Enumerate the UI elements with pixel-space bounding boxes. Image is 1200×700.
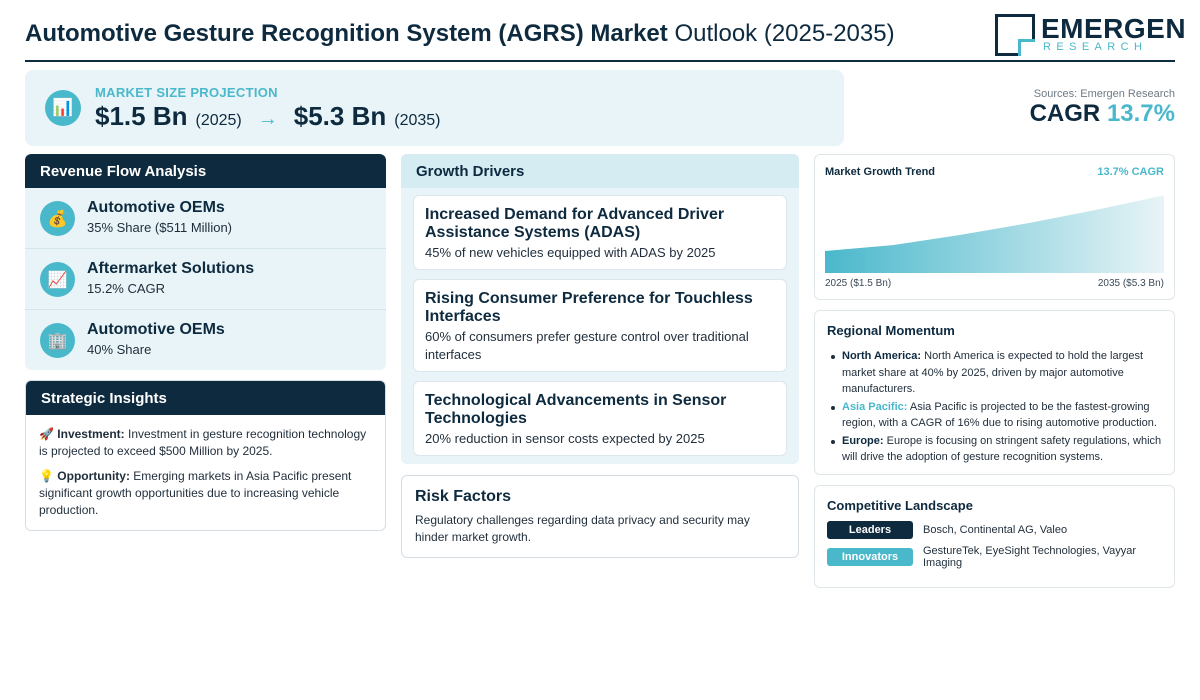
revenue-item-sub: 35% Share ($511 Million)	[87, 220, 232, 235]
risk-factors-desc: Regulatory challenges regarding data pri…	[415, 513, 750, 544]
revenue-item-title: Automotive OEMs	[87, 321, 225, 338]
rocket-icon: 🚀	[39, 427, 54, 441]
emergen-logo: EMERGEN RESEARCH	[995, 13, 1186, 56]
growth-driver-card: Increased Demand for Advanced Driver Ass…	[413, 195, 787, 270]
strategic-insights-panel: Strategic Insights 🚀 Investment: Investm…	[25, 380, 386, 531]
risk-factors-title: Risk Factors	[415, 488, 512, 505]
competitive-landscape-panel: Competitive Landscape Leaders Bosch, Con…	[814, 485, 1175, 588]
growth-driver-card: Technological Advancements in Sensor Tec…	[413, 381, 787, 456]
market-growth-trend-panel: Market Growth Trend 13.7% CAGR 2025 ($1.…	[814, 154, 1175, 300]
growth-drivers-panel: Growth Drivers Increased Demand for Adva…	[401, 154, 799, 464]
projection-start-value: $1.5 Bn	[95, 101, 188, 131]
projection-end-value: $5.3 Bn	[293, 101, 387, 131]
trend-end-label: 2035 ($5.3 Bn)	[1097, 278, 1164, 289]
competitive-landscape-title: Competitive Landscape	[827, 498, 973, 513]
region-text: Asia Pacific is projected to be the fast…	[842, 400, 1157, 430]
trend-title: Market Growth Trend	[825, 166, 936, 178]
building-icon: 🏢	[40, 323, 75, 358]
driver-desc: 60% of consumers prefer gesture control …	[425, 329, 749, 362]
projection-label: MARKET SIZE PROJECTION	[95, 85, 278, 100]
risk-factors-panel: Risk Factors Regulatory challenges regar…	[401, 475, 799, 558]
region-name: North America:	[842, 350, 922, 362]
bar-chart-icon: 📊	[45, 90, 81, 126]
region-text: Europe is focusing on stringent safety r…	[842, 434, 1162, 464]
region-item-north-america: North America: North America is expected…	[827, 348, 1162, 398]
trend-cagr: 13.7% CAGR	[1097, 166, 1164, 178]
revenue-item: 💰 Automotive OEMs 35% Share ($511 Millio…	[25, 188, 386, 249]
innovators-badge: Innovators	[827, 548, 913, 566]
revenue-item-sub: 40% Share	[87, 342, 152, 357]
logo-sub-text: RESEARCH	[1043, 41, 1148, 53]
leaders-names: Bosch, Continental AG, Valeo	[923, 524, 1068, 536]
money-bag-icon: 💰	[40, 201, 75, 236]
market-size-projection: 📊 MARKET SIZE PROJECTION $1.5 Bn (2025) …	[25, 70, 844, 146]
strategic-insights-title: Strategic Insights	[26, 381, 385, 415]
insight-investment: 🚀 Investment: Investment in gesture reco…	[26, 426, 385, 460]
trend-start-label: 2025 ($1.5 Bn)	[825, 278, 892, 289]
revenue-item-sub: 15.2% CAGR	[87, 281, 166, 296]
page-title-rest: Outlook (2025-2035)	[674, 20, 895, 47]
driver-desc: 20% reduction in sensor costs expected b…	[425, 431, 705, 446]
cagr-headline: CAGR 13.7%	[1030, 100, 1175, 128]
growth-area-series	[825, 195, 1164, 273]
page-title-bold: Automotive Gesture Recognition System (A…	[25, 20, 668, 47]
revenue-item: 📈 Aftermarket Solutions 15.2% CAGR	[25, 249, 386, 310]
competitive-row-leaders: Leaders Bosch, Continental AG, Valeo	[827, 521, 1153, 539]
logo-mark-icon	[995, 14, 1035, 56]
sources-note: Sources: Emergen Research	[1033, 88, 1175, 100]
revenue-flow-title: Revenue Flow Analysis	[25, 154, 386, 188]
region-item-europe: Europe: Europe is focusing on stringent …	[827, 433, 1162, 466]
insight-text: Investment in gesture recognition techno…	[39, 427, 367, 458]
growth-area-chart	[825, 195, 1164, 273]
logo-main-text: EMERGEN	[1041, 13, 1187, 44]
insight-text: Emerging markets in Asia Pacific present…	[39, 469, 352, 517]
insight-opportunity: 💡 Opportunity: Emerging markets in Asia …	[26, 468, 385, 519]
region-text: North America is expected to hold the la…	[842, 350, 1144, 395]
driver-title: Technological Advancements in Sensor Tec…	[425, 392, 727, 427]
cagr-value: 13.7%	[1106, 100, 1175, 127]
revenue-flow-panel: Revenue Flow Analysis 💰 Automotive OEMs …	[25, 154, 386, 370]
cagr-label: CAGR	[1029, 100, 1101, 127]
growth-drivers-title: Growth Drivers	[401, 154, 799, 188]
projection-end-year: (2035)	[394, 112, 441, 129]
innovators-names: GestureTek, EyeSight Technologies, Vayya…	[923, 545, 1136, 569]
driver-desc: 45% of new vehicles equipped with ADAS b…	[425, 245, 716, 260]
regional-momentum-panel: Regional Momentum North America: North A…	[814, 310, 1175, 475]
projection-values: $1.5 Bn (2025) → $5.3 Bn (2035)	[95, 101, 441, 132]
region-name: Asia Pacific:	[842, 400, 908, 413]
page-header: Automotive Gesture Recognition System (A…	[25, 12, 1186, 62]
lightbulb-icon: 💡	[39, 469, 54, 483]
regional-momentum-title: Regional Momentum	[827, 323, 955, 338]
region-item-asia-pacific: Asia Pacific: Asia Pacific is projected …	[827, 399, 1162, 432]
regional-list: North America: North America is expected…	[827, 348, 1162, 466]
competitive-row-innovators: Innovators GestureTek, EyeSight Technolo…	[827, 545, 1153, 569]
arrow-right-icon: →	[257, 108, 278, 130]
leaders-badge: Leaders	[827, 521, 913, 539]
trending-up-icon: 📈	[40, 262, 75, 297]
region-name: Europe:	[842, 434, 884, 447]
driver-title: Increased Demand for Advanced Driver Ass…	[425, 206, 725, 241]
revenue-item: 🏢 Automotive OEMs 40% Share	[25, 310, 386, 370]
page-title: Automotive Gesture Recognition System (A…	[25, 20, 895, 48]
driver-title: Rising Consumer Preference for Touchless…	[425, 290, 753, 325]
insight-label: Investment:	[57, 427, 125, 441]
insight-label: Opportunity:	[57, 469, 130, 483]
projection-start-year: (2025)	[195, 112, 242, 129]
revenue-item-title: Automotive OEMs	[87, 199, 225, 216]
revenue-item-title: Aftermarket Solutions	[87, 260, 255, 277]
growth-driver-card: Rising Consumer Preference for Touchless…	[413, 279, 787, 372]
